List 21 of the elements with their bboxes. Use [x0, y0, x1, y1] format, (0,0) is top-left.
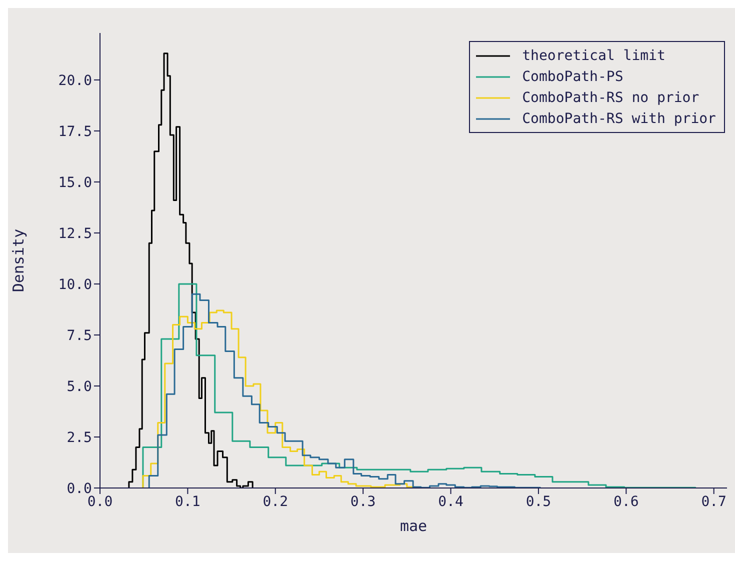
x-tick-label: 0.3: [350, 494, 376, 510]
y-tick-label: 15.0: [58, 174, 92, 191]
legend-label: ComboPath-RS no prior: [522, 90, 700, 106]
y-tick-label: 12.5: [58, 226, 92, 242]
y-tick-label: 7.5: [66, 328, 92, 344]
x-tick-label: 0.1: [175, 494, 200, 510]
y-tick-label: 10.0: [58, 276, 92, 293]
y-tick-label: 2.5: [66, 430, 92, 446]
x-tick-label: 0.6: [614, 494, 639, 510]
x-tick-label: 0.2: [262, 494, 288, 510]
x-tick-label: 0.7: [701, 494, 726, 510]
y-tick-label: 20.0: [58, 72, 92, 89]
y-axis-title: Density: [9, 228, 28, 292]
legend-label: theoretical limit: [522, 48, 666, 64]
x-tick-label: 0.5: [526, 494, 552, 510]
x-tick-label: 0.4: [438, 494, 464, 510]
y-tick-label: 5.0: [66, 378, 92, 395]
y-tick-label: 17.5: [58, 124, 92, 140]
x-axis-title: mae: [400, 517, 428, 535]
legend-label: ComboPath-PS: [522, 68, 624, 84]
legend-label: ComboPath-RS with prior: [522, 110, 716, 126]
